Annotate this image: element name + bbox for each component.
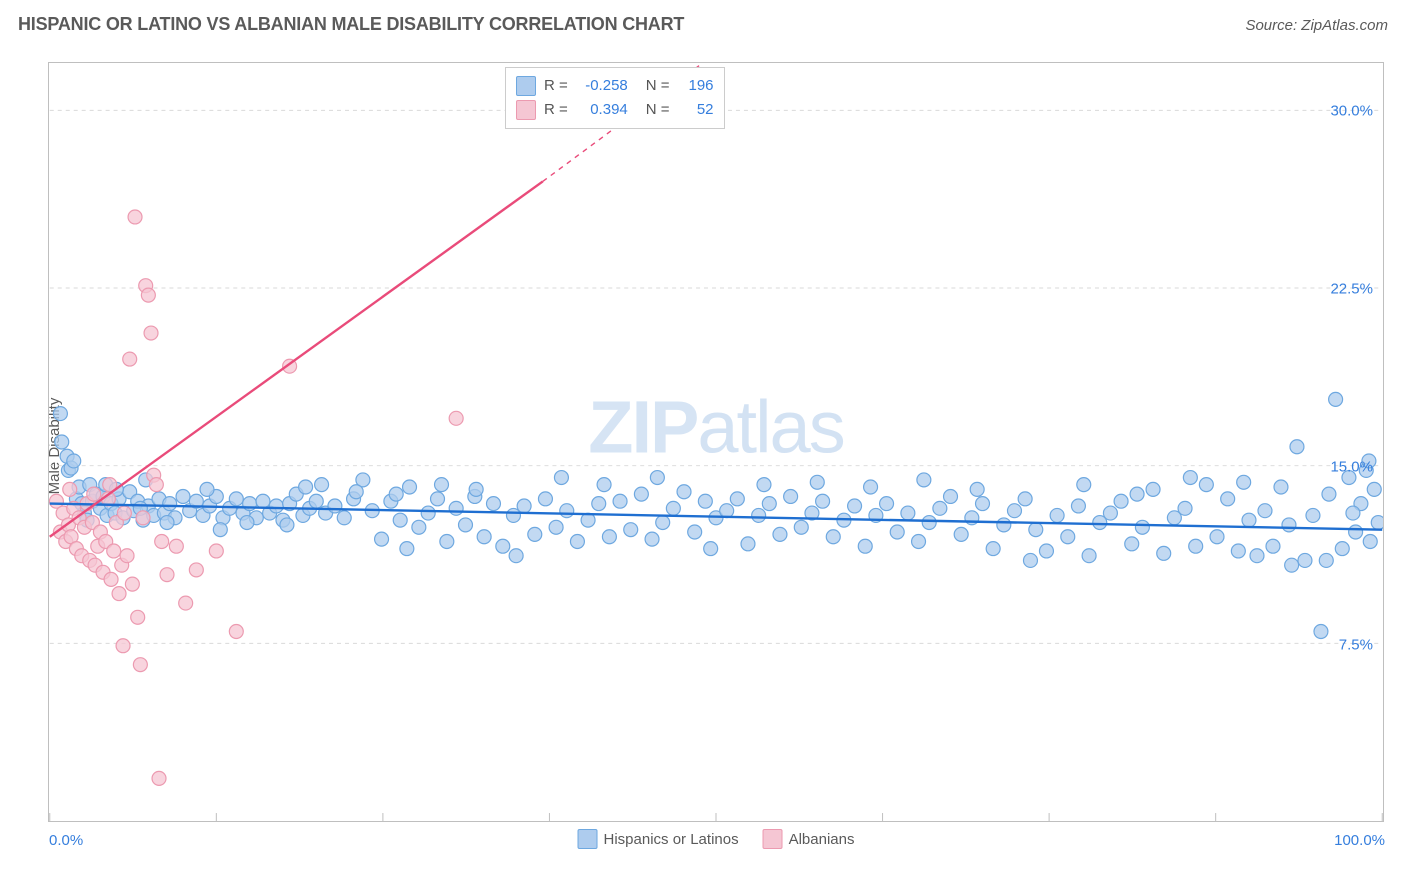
stat-r-label: R = xyxy=(544,74,568,98)
chart-svg xyxy=(49,63,1383,821)
plot-area: ZIPatlas R =-0.258N =196R =0.394N =52 7.… xyxy=(48,62,1384,822)
stat-n-label: N = xyxy=(646,98,670,122)
stats-swatch xyxy=(516,100,536,120)
chart-source: Source: ZipAtlas.com xyxy=(1245,17,1388,34)
chart-title: HISPANIC OR LATINO VS ALBANIAN MALE DISA… xyxy=(18,14,684,35)
ytick-label: 7.5% xyxy=(1339,636,1383,653)
stat-n-value: 196 xyxy=(678,74,714,98)
stats-swatch xyxy=(516,76,536,96)
legend-item: Hispanics or Latinos xyxy=(578,829,739,849)
legend-swatch xyxy=(578,829,598,849)
legend: Hispanics or Latinos Albanians xyxy=(578,829,855,849)
stats-row: R = -0.258 N = 196 xyxy=(516,74,714,98)
legend-label: Hispanics or Latinos xyxy=(604,831,739,848)
ytick-label: 15.0% xyxy=(1330,458,1383,475)
stats-box: R = -0.258 N = 196 R = 0.394 N = 52 xyxy=(505,67,725,129)
stat-r-value: -0.258 xyxy=(576,74,628,98)
ytick-label: 22.5% xyxy=(1330,280,1383,297)
ytick-label: 30.0% xyxy=(1330,102,1383,119)
stat-n-label: N = xyxy=(646,74,670,98)
xtick-label: 100.0% xyxy=(1334,832,1385,849)
xtick-label: 0.0% xyxy=(49,832,83,849)
chart-header: HISPANIC OR LATINO VS ALBANIAN MALE DISA… xyxy=(18,14,1388,35)
legend-item: Albanians xyxy=(763,829,855,849)
stat-r-value: 0.394 xyxy=(576,98,628,122)
stat-n-value: 52 xyxy=(678,98,714,122)
stat-r-label: R = xyxy=(544,98,568,122)
stats-row: R = 0.394 N = 52 xyxy=(516,98,714,122)
legend-label: Albanians xyxy=(789,831,855,848)
legend-swatch xyxy=(763,829,783,849)
